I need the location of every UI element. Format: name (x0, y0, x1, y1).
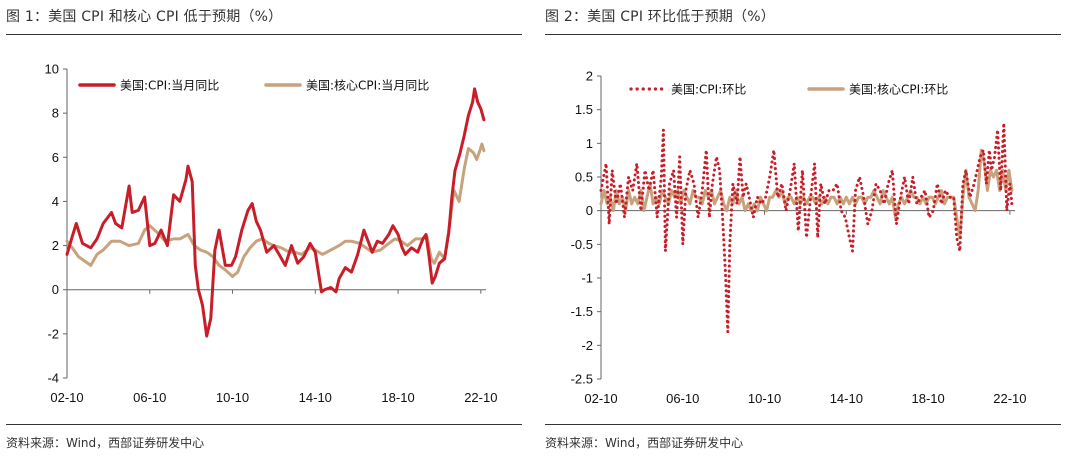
y-tick-label: 1 (586, 136, 593, 151)
y-tick-label: 0 (586, 203, 593, 218)
y-tick-label: 2 (586, 69, 593, 84)
right-chart-panel: 图 2：美国 CPI 环比低于预期（%） -2.5 -2 -1.5 -1 -0.5 0 0.… (545, 0, 1067, 458)
y-tick-label: -1 (581, 271, 593, 286)
x-tick-label: 06-10 (666, 391, 699, 406)
legend-label-core: 美国:核心CPI:环比 (849, 83, 948, 97)
x-tick-label: 02-10 (50, 390, 83, 405)
right-chart-svg: -2.5 -2 -1.5 -1 -0.5 0 0.5 1 1.5 2 02-10 06-10 10-10… (571, 69, 1027, 407)
x-tick-label: 22-10 (993, 391, 1026, 406)
series-line-cpi (65, 87, 486, 338)
left-title-rule (6, 34, 522, 35)
x-tick-label: 06-10 (133, 390, 166, 405)
y-tick-label: -0.5 (571, 237, 593, 252)
x-tick-label: 14-10 (830, 391, 863, 406)
x-tick-label: 10-10 (748, 391, 781, 406)
x-tick-label: 14-10 (299, 390, 332, 405)
y-tick-label: 4 (52, 194, 59, 209)
x-tick-label: 10-10 (216, 390, 249, 405)
legend-label-cpi: 美国:CPI:环比 (671, 83, 746, 97)
y-tick-label: -2 (47, 326, 59, 341)
y-tick-label: 2 (52, 238, 59, 253)
y-tick-label: -2 (581, 338, 593, 353)
y-tick-label: 0 (52, 282, 59, 297)
series-line-cpi (599, 121, 1014, 334)
x-tick-label: 18-10 (381, 390, 414, 405)
series-line-core (65, 142, 486, 278)
left-chart-svg: -4 -2 0 2 4 6 8 10 02-10 06-10 10-10 14-10 18-10 22-1… (45, 62, 498, 406)
left-chart-source: 资料来源：Wind，西部证券研发中心 (6, 436, 205, 450)
left-source-rule (6, 424, 522, 425)
y-tick-label: 6 (52, 150, 59, 165)
right-chart-title: 图 2：美国 CPI 环比低于预期（%） (545, 9, 775, 25)
right-title-rule (545, 34, 1061, 35)
y-tick-label: 10 (45, 62, 59, 77)
x-tick-label: 02-10 (584, 391, 617, 406)
legend-label-core: 美国:核心CPI:当月同比 (306, 79, 429, 93)
right-chart-source: 资料来源：Wind，西部证券研发中心 (545, 436, 744, 450)
left-chart-title: 图 1：美国 CPI 和核心 CPI 低于预期（%） (6, 9, 283, 25)
legend-label-cpi: 美国:CPI:当月同比 (120, 79, 219, 93)
left-chart-panel: 图 1：美国 CPI 和核心 CPI 低于预期（%） -4 -2 0 2 4 6 8 10 02… (6, 0, 528, 458)
y-tick-label: 8 (52, 106, 59, 121)
y-tick-label: -4 (47, 371, 59, 386)
y-tick-label: 1.5 (575, 102, 593, 117)
right-source-rule (545, 424, 1061, 425)
x-tick-label: 22-10 (464, 390, 497, 405)
y-tick-label: -2.5 (571, 372, 593, 387)
x-tick-label: 18-10 (911, 391, 944, 406)
y-tick-label: -1.5 (571, 304, 593, 319)
y-tick-label: 0.5 (575, 170, 593, 185)
